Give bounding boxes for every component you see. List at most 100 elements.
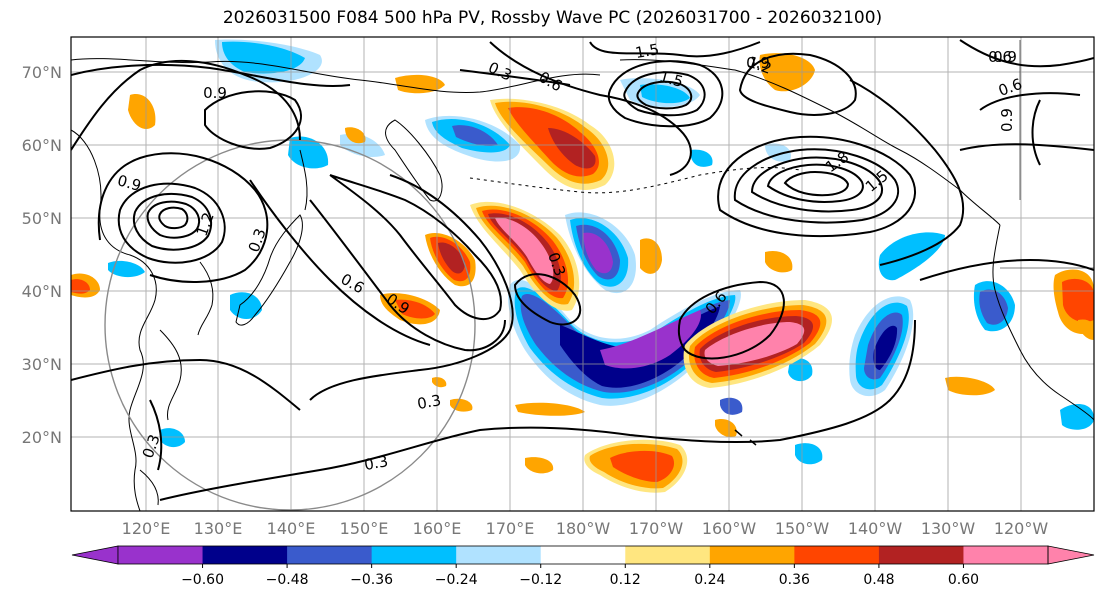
- pv-contour-line: [919, 258, 1094, 281]
- colorbar-segment: [456, 546, 542, 564]
- pv-contour-line: [607, 60, 724, 128]
- map-title: 2026031500 F084 500 hPa PV, Rossby Wave …: [222, 8, 883, 28]
- map-border: [70, 36, 1095, 512]
- colorbar: −0.60 −0.48 −0.36 −0.24 −0.12 0.12 0.24 0.36 0.4…: [71, 545, 1095, 588]
- colorbar-segment: [118, 546, 204, 564]
- colorbar-segment: [540, 546, 626, 564]
- pv-contour-line: [959, 143, 1094, 151]
- lon-label: 160°E: [413, 519, 462, 538]
- colorbar-tick-label: 0.36: [779, 572, 810, 588]
- pv-contour-line: [750, 156, 883, 213]
- contour-label: 0.9: [998, 108, 1016, 132]
- positive-anomaly-region: [395, 74, 445, 94]
- pv-contour-line: [783, 170, 850, 197]
- lat-label: 20°N: [22, 428, 62, 447]
- positive-anomaly-region: [432, 377, 447, 388]
- negative-anomaly-region: [108, 260, 145, 278]
- colorbar-tick-label: 0.48: [863, 572, 894, 588]
- contour-label: 1.5: [634, 40, 661, 62]
- positive-anomaly-region: [525, 457, 554, 474]
- pv-contour-line: [249, 179, 431, 346]
- positive-anomaly-region: [438, 242, 465, 274]
- north-america-coastline: [992, 224, 1094, 421]
- negative-anomaly-region: [720, 397, 743, 415]
- colorbar-extend-max: [1047, 545, 1095, 565]
- japan-coastline: [235, 214, 303, 326]
- china-coastline: [159, 329, 182, 421]
- lon-label: 120°E: [122, 519, 171, 538]
- positive-anomaly-region: [610, 450, 675, 482]
- colorbar-segment: [625, 546, 711, 564]
- pv-contour-line: [158, 206, 189, 230]
- graticule: [71, 37, 1094, 511]
- negative-anomaly-region: [288, 136, 329, 169]
- colorbar-tick-label: 0.60: [948, 572, 979, 588]
- lon-label: 170°W: [629, 519, 684, 538]
- positive-anomaly-region: [945, 376, 995, 396]
- colorbar-segment: [202, 546, 288, 564]
- colorbar-tick-label: −0.24: [435, 572, 478, 588]
- philippines-coastline: [139, 469, 159, 506]
- pv-contour-line: [513, 273, 582, 326]
- colorbar-tick-label: −0.36: [350, 572, 393, 588]
- pv-contour-line: [979, 92, 1081, 111]
- lon-label: 140°W: [848, 519, 903, 538]
- positive-anomaly-region: [548, 128, 596, 169]
- pv-contour-line: [309, 199, 506, 352]
- lat-label: 50°N: [22, 209, 62, 228]
- contour-label: 0.9: [115, 171, 143, 195]
- colorbar-extend-min: [71, 545, 119, 565]
- positive-anomaly-region: [1062, 278, 1094, 323]
- pv-contour-line: [849, 79, 965, 266]
- pv-contour-line: [717, 135, 916, 238]
- contour-label: 0.9: [203, 84, 227, 102]
- pv-contour-line: [766, 163, 864, 203]
- contour-label: 0.9: [993, 48, 1017, 66]
- negative-anomaly-region: [979, 289, 1008, 325]
- colorbar-segment: [878, 546, 964, 564]
- colorbar-outline: [117, 545, 1049, 565]
- negative-anomaly-region: [1060, 404, 1094, 430]
- lon-label: 120°W: [994, 519, 1049, 538]
- lat-label: 70°N: [22, 63, 62, 82]
- pv-contour-line: [677, 280, 785, 360]
- lat-label: 40°N: [22, 282, 62, 301]
- positive-anomaly-region: [345, 127, 366, 144]
- colorbar-segment: [287, 546, 373, 564]
- sakhalin-coastline: [299, 149, 308, 211]
- contour-label: 0.3: [416, 391, 443, 413]
- pv-contour-line: [117, 182, 226, 264]
- negative-anomaly-region: [520, 294, 730, 393]
- pv-contour-line: [459, 69, 571, 86]
- pv-contour-line: [71, 60, 301, 151]
- contour-label: 0.6: [988, 48, 1012, 66]
- colorbar-segment: [371, 546, 457, 564]
- longitude-labels: 120°E 130°E 140°E 150°E 160°E 170°E 180°…: [122, 519, 1049, 538]
- pv-contour-line: [71, 358, 301, 411]
- pv-contour-line: [636, 80, 693, 110]
- pv-contour-line: [133, 193, 212, 251]
- positive-anomaly-region: [128, 94, 156, 130]
- negative-anomaly-region: [600, 310, 701, 369]
- colorbar-segment: [709, 546, 795, 564]
- lon-label: 160°W: [702, 519, 757, 538]
- positive-anomaly-region: [715, 419, 737, 438]
- pv-contour-line: [71, 63, 351, 87]
- positive-anomaly-region: [765, 250, 793, 273]
- contour-label: 1.5: [657, 67, 685, 91]
- pv-contours: [71, 39, 1094, 501]
- region-circle: [104, 139, 476, 511]
- positive-anomaly-region: [395, 299, 435, 319]
- negative-anomaly-region: [873, 325, 898, 370]
- positive-anomaly-region: [515, 402, 585, 416]
- lon-label: 150°E: [340, 519, 389, 538]
- pv-contour-line: [309, 174, 514, 401]
- lat-label: 60°N: [22, 136, 62, 155]
- negative-anomaly-region: [452, 125, 498, 146]
- pv-contour-line: [159, 319, 916, 501]
- colorbar-segment: [963, 546, 1049, 564]
- pv-contour-line: [97, 152, 269, 283]
- colorbar-tick-label: −0.48: [266, 572, 309, 588]
- korea-coastline: [197, 261, 214, 336]
